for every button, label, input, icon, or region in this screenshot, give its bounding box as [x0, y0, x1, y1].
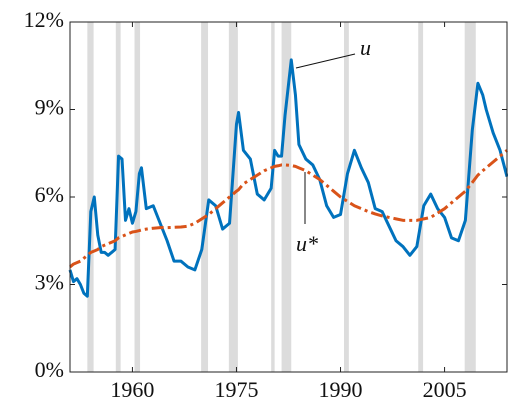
recession-band [343, 22, 349, 372]
recession-band [87, 22, 94, 372]
series-line [68, 58, 508, 298]
x-tick-label: 1990 [319, 377, 363, 402]
annotation-leader [295, 53, 356, 69]
y-tick-label: 0% [35, 357, 64, 382]
y-tick-label: 12% [24, 7, 64, 32]
recession-band [228, 22, 238, 372]
y-tick-label: 9% [35, 95, 64, 120]
recession-band [464, 22, 476, 372]
annotation: u [360, 35, 371, 60]
recession-band [271, 22, 275, 372]
recession-band [418, 22, 424, 372]
x-tick-label: 1975 [214, 377, 258, 402]
recession-band [201, 22, 209, 372]
y-tick-label: 6% [35, 182, 64, 207]
x-tick-label: 2005 [423, 377, 467, 402]
series-line [69, 149, 508, 269]
line-layer [68, 58, 508, 298]
x-tick-label: 1960 [110, 377, 154, 402]
annotation: u* [296, 231, 318, 256]
y-tick-label: 3% [35, 270, 64, 295]
recession-band [281, 22, 292, 372]
